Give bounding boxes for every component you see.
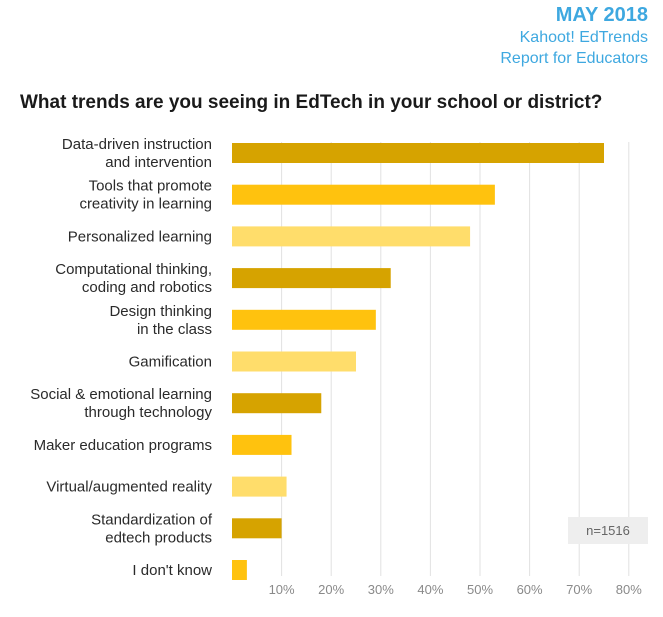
category-label: Computational thinking, bbox=[55, 261, 212, 278]
bar bbox=[232, 268, 391, 289]
category-label: Virtual/augmented reality bbox=[46, 479, 212, 496]
bar bbox=[232, 309, 376, 330]
x-tick-label: 40% bbox=[417, 582, 443, 597]
x-tick-label: 70% bbox=[566, 582, 592, 597]
category-label: Personalized learning bbox=[68, 228, 212, 245]
bar bbox=[232, 143, 604, 163]
report-date: MAY 2018 bbox=[555, 4, 648, 26]
bar bbox=[232, 351, 356, 372]
category-label: Gamification bbox=[129, 354, 212, 371]
category-label: in the class bbox=[137, 321, 212, 338]
category-label: Tools that promote bbox=[89, 178, 212, 195]
category-label: Design thinking bbox=[109, 303, 212, 320]
category-label: Social & emotional learning bbox=[30, 386, 212, 403]
report-audience: Report for Educators bbox=[500, 50, 648, 67]
bar bbox=[232, 560, 247, 580]
category-label: creativity in learning bbox=[79, 196, 212, 213]
x-tick-label: 30% bbox=[368, 582, 394, 597]
x-tick-label: 80% bbox=[616, 582, 642, 597]
bar bbox=[232, 184, 495, 205]
bar bbox=[232, 393, 322, 414]
category-label: Standardization of bbox=[91, 511, 213, 528]
category-label: edtech products bbox=[105, 529, 212, 546]
category-label: Data-driven instruction bbox=[62, 136, 212, 153]
category-label: I don't know bbox=[132, 562, 212, 579]
x-tick-label: 20% bbox=[318, 582, 344, 597]
bar bbox=[232, 226, 471, 247]
bar bbox=[232, 518, 282, 539]
bar bbox=[232, 476, 287, 497]
bar bbox=[232, 434, 292, 455]
category-label: coding and robotics bbox=[82, 279, 212, 296]
report-name: Kahoot! EdTrends bbox=[519, 29, 648, 46]
chart-title: What trends are you seeing in EdTech in … bbox=[20, 92, 603, 113]
x-tick-label: 10% bbox=[269, 582, 295, 597]
category-label: through technology bbox=[84, 404, 212, 421]
sample-size-badge: n=1516 bbox=[568, 517, 648, 544]
category-label: Maker education programs bbox=[34, 437, 212, 454]
category-label: and intervention bbox=[105, 154, 212, 171]
x-tick-label: 50% bbox=[467, 582, 493, 597]
x-tick-label: 60% bbox=[517, 582, 543, 597]
